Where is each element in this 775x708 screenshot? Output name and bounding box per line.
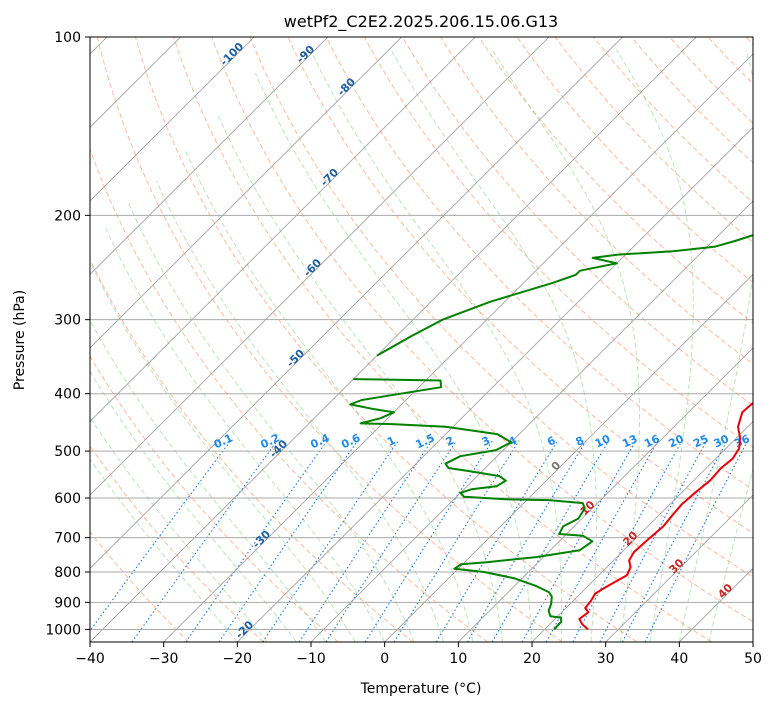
mixing-ratio-line <box>393 440 520 642</box>
dry-adiabat <box>173 37 712 642</box>
y-axis: 100 200 300 400 500 600 700 800 900 1000 <box>45 30 90 638</box>
x-tick-label: −30 <box>149 651 179 667</box>
sounding-profiles <box>349 234 753 631</box>
moist-adiabat <box>90 370 297 642</box>
isotherm <box>605 494 753 642</box>
y-tick-label: 100 <box>54 30 81 46</box>
y-tick-label: 600 <box>54 491 81 507</box>
moist-adiabat <box>254 72 533 642</box>
dry-adiabat <box>90 355 339 642</box>
isotherm <box>384 273 753 642</box>
mixing-ratio-line <box>621 440 728 642</box>
moist-adiabat <box>708 467 753 642</box>
isotherm <box>90 37 550 496</box>
moist-adiabat <box>491 49 640 642</box>
y-axis-label: Pressure (hPa) <box>12 290 28 390</box>
x-axis: −40 −30 −20 −10 0 10 20 30 40 50 <box>75 642 762 667</box>
moist-adiabat <box>90 416 268 642</box>
dry-adiabat <box>96 37 563 642</box>
isotherm <box>752 641 753 642</box>
plot-background <box>90 37 753 642</box>
y-tick-label: 800 <box>54 565 81 581</box>
mixing-ratio-line <box>435 440 559 642</box>
moist-adiabat <box>105 227 386 642</box>
dry-adiabat <box>592 37 753 204</box>
dry-adiabat <box>90 530 190 642</box>
mixing-ratio-label: 16 <box>642 432 662 450</box>
y-tick-label: 900 <box>54 595 81 611</box>
mixing-ratio-label: 20 <box>667 432 687 450</box>
dry-adiabat <box>287 37 753 534</box>
isotherm <box>163 53 753 642</box>
isotherm <box>90 37 402 349</box>
x-tick-label: 40 <box>670 651 688 667</box>
y-tick-label: 500 <box>54 444 81 460</box>
isotherm <box>458 347 753 642</box>
x-tick-label: −40 <box>75 651 105 667</box>
mixing-ratio-label: 25 <box>691 432 710 450</box>
moist-adiabat <box>90 260 356 642</box>
dry-adiabat <box>211 37 753 623</box>
moist-adiabat <box>90 319 327 642</box>
moist-adiabat <box>90 458 238 642</box>
moist-adiabat <box>310 49 563 642</box>
isotherm <box>310 200 753 642</box>
y-tick-label: 700 <box>54 531 81 547</box>
y-tick-label: 1000 <box>45 622 81 638</box>
isotherm <box>90 37 623 570</box>
profile-line <box>376 234 753 357</box>
y-tick-label: 200 <box>54 208 81 224</box>
x-tick-label: 20 <box>523 651 541 667</box>
moist-adiabat <box>615 49 694 642</box>
x-axis-label: Temperature (°C) <box>360 681 482 697</box>
isotherm <box>531 420 753 642</box>
mixing-ratio-line <box>599 440 708 642</box>
isotherm <box>90 37 329 275</box>
mixing-ratio-label: 30 <box>712 432 732 450</box>
x-tick-label: 50 <box>744 651 762 667</box>
isotherm <box>90 37 697 642</box>
plot-frame <box>89 36 754 643</box>
x-tick-label: −10 <box>296 651 326 667</box>
mixing-ratio-line <box>467 440 587 642</box>
dry-adiabat <box>249 37 753 578</box>
mixing-ratio-line <box>131 440 278 642</box>
mixing-ratio-line <box>262 440 399 642</box>
dry-adiabat <box>478 37 753 324</box>
chart-title: wetPf2_C2E2.2025.206.15.06.G13 <box>284 12 558 32</box>
isotherm <box>237 126 753 642</box>
moist-adiabat <box>390 49 597 642</box>
mixing-ratio-line <box>644 440 749 642</box>
moist-adiabat <box>155 180 445 642</box>
y-tick-label: 300 <box>54 313 81 329</box>
dry-adiabat <box>90 147 488 642</box>
moist-adiabat <box>127 201 415 642</box>
x-tick-label: 10 <box>449 651 467 667</box>
x-tick-label: 30 <box>597 651 615 667</box>
isotherm <box>90 37 255 202</box>
mixing-ratio-label: 10 <box>593 432 613 450</box>
mixing-ratio-line <box>185 440 328 642</box>
mixing-ratio-line <box>298 440 433 642</box>
dry-adiabat <box>516 37 753 284</box>
dry-adiabat <box>90 258 414 642</box>
x-tick-label: 0 <box>380 651 389 667</box>
mixing-ratio-line <box>218 440 359 642</box>
dry-adiabat <box>325 37 753 491</box>
isotherm <box>90 37 476 423</box>
dry-adiabat <box>134 37 638 642</box>
y-tick-label: 400 <box>54 387 81 403</box>
mixing-ratio-label: 36 <box>732 432 752 450</box>
x-tick-label: −20 <box>223 651 253 667</box>
mixing-ratio-line <box>521 440 637 642</box>
mixing-ratio-line <box>90 440 232 632</box>
moist-adiabat <box>678 49 753 642</box>
dry-adiabat <box>402 37 753 407</box>
mixing-ratio-label: 13 <box>620 432 639 450</box>
profile-line <box>349 378 594 631</box>
profile-line <box>578 401 753 631</box>
